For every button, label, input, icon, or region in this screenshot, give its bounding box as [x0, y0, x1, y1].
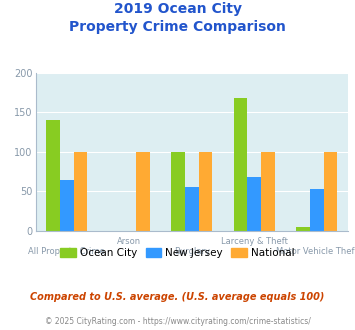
Bar	[46, 120, 60, 231]
Text: All Property Crime: All Property Crime	[28, 247, 105, 256]
Bar	[171, 152, 185, 231]
Text: Larceny & Theft: Larceny & Theft	[221, 237, 288, 246]
Bar	[185, 187, 198, 231]
Text: 2019 Ocean City: 2019 Ocean City	[114, 2, 241, 16]
Bar	[136, 152, 150, 231]
Bar	[73, 152, 87, 231]
Text: Property Crime Comparison: Property Crime Comparison	[69, 20, 286, 34]
Bar	[198, 152, 212, 231]
Text: Arson: Arson	[117, 237, 141, 246]
Bar	[261, 152, 275, 231]
Bar	[234, 98, 247, 231]
Text: Burglary: Burglary	[174, 247, 210, 256]
Legend: Ocean City, New Jersey, National: Ocean City, New Jersey, National	[56, 244, 299, 262]
Bar	[60, 180, 73, 231]
Bar	[323, 152, 337, 231]
Bar	[310, 189, 323, 231]
Text: Compared to U.S. average. (U.S. average equals 100): Compared to U.S. average. (U.S. average …	[30, 292, 325, 302]
Bar	[296, 227, 310, 231]
Text: Motor Vehicle Theft: Motor Vehicle Theft	[276, 247, 355, 256]
Bar	[247, 177, 261, 231]
Text: © 2025 CityRating.com - https://www.cityrating.com/crime-statistics/: © 2025 CityRating.com - https://www.city…	[45, 317, 310, 326]
